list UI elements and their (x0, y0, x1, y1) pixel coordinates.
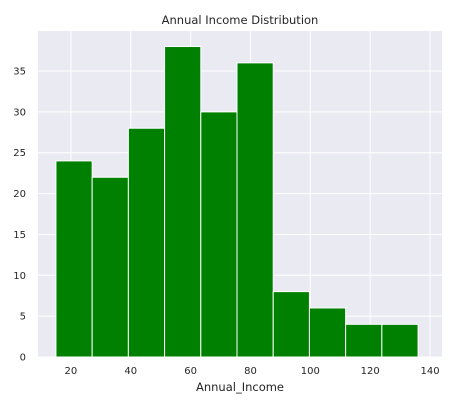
x-tick-label: 140 (420, 366, 439, 377)
histogram-bar (345, 323, 383, 358)
y-tick-label: 25 (13, 148, 26, 159)
histogram-bar (381, 323, 419, 358)
y-tick-label: 30 (13, 107, 26, 118)
histogram-bar (236, 62, 274, 358)
histogram-bar (308, 307, 347, 358)
x-tick-label: 120 (361, 366, 380, 377)
x-tick-label: 20 (65, 366, 78, 377)
y-tick-labels: 0 5 10 15 20 25 30 35 (13, 67, 26, 364)
histogram-bar (91, 176, 129, 358)
histogram-bar (127, 127, 166, 358)
histogram-bar (164, 46, 202, 358)
chart-title: Annual Income Distribution (162, 13, 319, 27)
y-tick-label: 0 (20, 353, 26, 364)
x-tick-label: 60 (184, 366, 197, 377)
y-tick-label: 15 (13, 230, 26, 241)
y-tick-label: 20 (13, 189, 26, 200)
x-tick-label: 40 (124, 366, 137, 377)
histogram-bar (200, 111, 238, 358)
histogram-bar (272, 291, 310, 358)
y-tick-label: 5 (20, 312, 26, 323)
x-tick-label: 100 (301, 366, 320, 377)
y-tick-label: 10 (13, 271, 26, 282)
x-tick-label: 80 (244, 366, 257, 377)
histogram-bar (55, 160, 93, 358)
bars (55, 46, 419, 358)
y-tick-label: 35 (13, 67, 26, 78)
x-axis-label: Annual_Income (196, 380, 284, 394)
x-tick-labels: 20 40 60 80 100 120 140 (65, 366, 440, 377)
